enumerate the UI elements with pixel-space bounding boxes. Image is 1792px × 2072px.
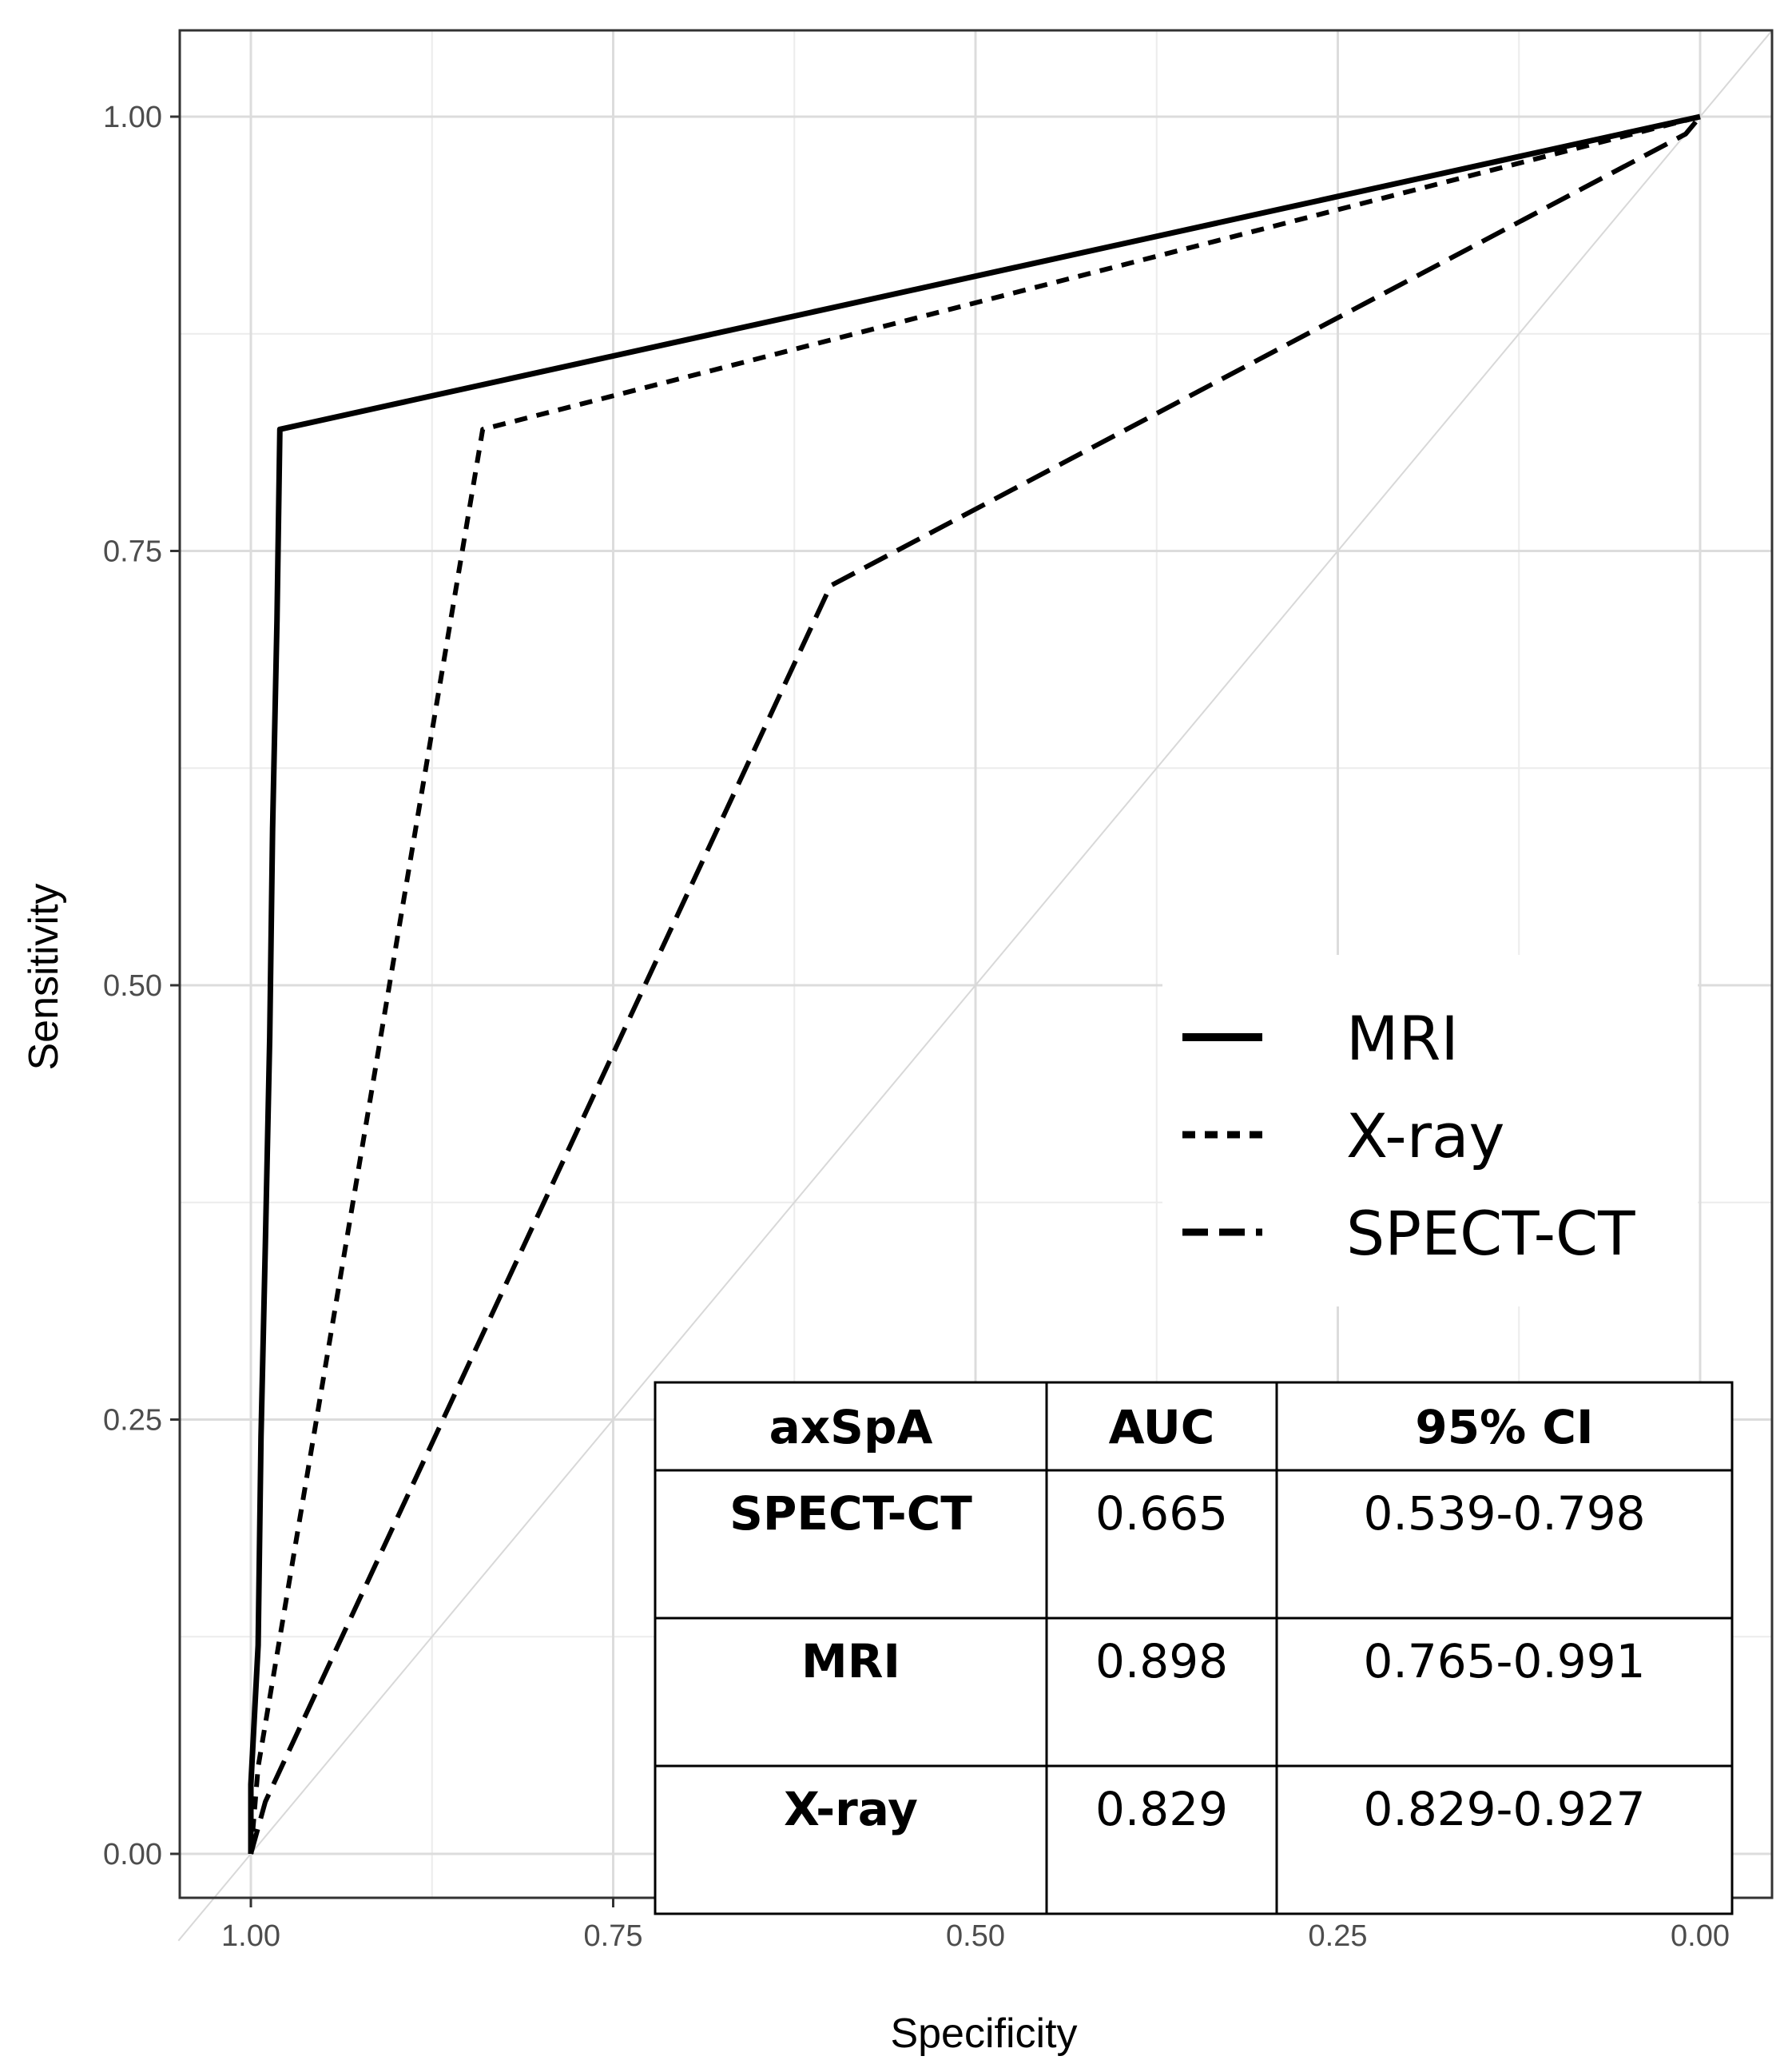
table-header-cell: axSpA	[769, 1400, 933, 1454]
table-cell: 0.765-0.991	[1363, 1634, 1645, 1688]
legend: MRI X-ray SPECT-CT	[1162, 955, 1698, 1306]
x-tick-label: 0.75	[584, 1919, 643, 1953]
auc-table: axSpA AUC 95% CI SPECT-CT 0.665 0.539-0.798 MR…	[654, 1381, 1734, 1915]
series-lines	[248, 113, 1703, 1855]
x-tick-label: 0.50	[946, 1919, 1005, 1953]
series-line-spect-ct	[248, 115, 1703, 1855]
y-tick-label: 0.75	[103, 535, 162, 569]
x-tick-label: 0.00	[1671, 1919, 1730, 1953]
table-row-label: X-ray	[784, 1782, 918, 1836]
table-cell: 0.665	[1095, 1486, 1228, 1541]
series-line-x-ray	[248, 114, 1701, 1855]
diagonal-reference	[177, 29, 1774, 1942]
legend-label-mri: MRI	[1346, 1003, 1459, 1074]
y-tick-label: 0.00	[103, 1838, 162, 1871]
diagonal-line	[177, 29, 1774, 1942]
y-tick-label: 0.25	[103, 1404, 162, 1438]
y-axis-title: Sensitivity	[21, 883, 67, 1070]
table-row-label: MRI	[801, 1634, 900, 1688]
table-cell: 0.829-0.927	[1363, 1782, 1645, 1836]
x-tick-label: 1.00	[221, 1919, 280, 1953]
y-tick-label: 0.50	[103, 969, 162, 1003]
x-tick-label: 0.25	[1309, 1919, 1368, 1953]
table-cell: 0.539-0.798	[1363, 1486, 1645, 1541]
legend-label-x-ray: X-ray	[1346, 1100, 1505, 1171]
y-axis-ticks: 0.00 0.25 0.50 0.75 1.00	[103, 101, 180, 1871]
table-cell: 0.829	[1095, 1782, 1228, 1836]
legend-background	[1162, 955, 1698, 1306]
x-axis-title: Specificity	[890, 2010, 1077, 2057]
table-cell: 0.898	[1095, 1634, 1228, 1688]
series-line-mri	[248, 113, 1701, 1854]
x-axis-ticks: 1.00 0.75 0.50 0.25 0.00	[221, 1898, 1730, 1953]
table-header-cell: AUC	[1109, 1400, 1215, 1454]
table-row-label: SPECT-CT	[729, 1486, 972, 1541]
y-tick-label: 1.00	[103, 101, 162, 134]
table-header-cell: 95% CI	[1415, 1400, 1593, 1454]
legend-label-spect-ct: SPECT-CT	[1346, 1198, 1635, 1269]
